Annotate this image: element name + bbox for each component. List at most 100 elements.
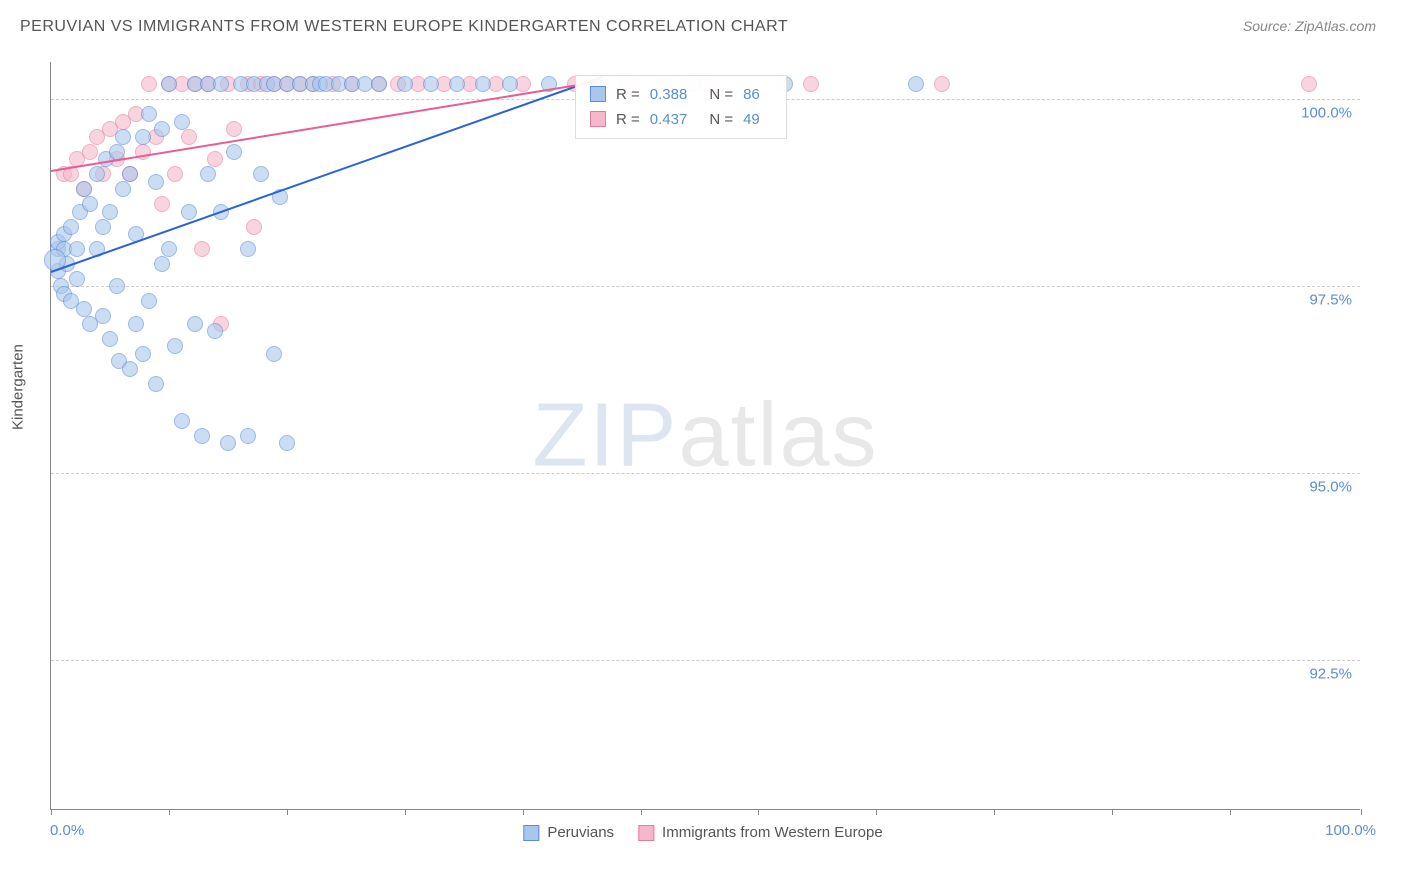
- scatter-point: [148, 174, 164, 190]
- legend-label: Immigrants from Western Europe: [662, 824, 883, 841]
- scatter-point: [266, 346, 282, 362]
- scatter-point: [246, 219, 262, 235]
- scatter-point: [161, 76, 177, 92]
- scatter-point: [371, 76, 387, 92]
- scatter-point: [141, 106, 157, 122]
- x-tick: [1112, 809, 1113, 815]
- swatch-icon: [638, 825, 654, 841]
- scatter-point: [253, 166, 269, 182]
- scatter-point: [167, 166, 183, 182]
- source-attribution: Source: ZipAtlas.com: [1243, 18, 1376, 34]
- swatch-icon: [523, 825, 539, 841]
- scatter-point: [95, 219, 111, 235]
- scatter-point: [174, 114, 190, 130]
- stats-row: R = 0.388 N = 86: [576, 82, 786, 107]
- x-tick: [1230, 809, 1231, 815]
- watermark: ZIPatlas: [532, 384, 878, 487]
- scatter-point: [154, 256, 170, 272]
- watermark-atlas: atlas: [678, 385, 878, 485]
- y-tick-label: 92.5%: [1309, 666, 1352, 683]
- scatter-point: [194, 241, 210, 257]
- scatter-point: [240, 428, 256, 444]
- stats-n-value: 49: [743, 111, 760, 128]
- legend-item-western-europe: Immigrants from Western Europe: [638, 824, 883, 841]
- scatter-point: [69, 271, 85, 287]
- x-tick: [1361, 809, 1362, 815]
- scatter-point: [82, 144, 98, 160]
- scatter-point: [115, 181, 131, 197]
- scatter-point: [200, 166, 216, 182]
- stats-n-label: N =: [709, 86, 733, 103]
- x-tick: [287, 809, 288, 815]
- scatter-point: [207, 151, 223, 167]
- scatter-point: [181, 129, 197, 145]
- gridline: [51, 660, 1360, 661]
- swatch-icon: [590, 86, 606, 102]
- scatter-point: [423, 76, 439, 92]
- scatter-point: [1301, 76, 1317, 92]
- scatter-point: [102, 204, 118, 220]
- scatter-point: [187, 316, 203, 332]
- scatter-point: [122, 166, 138, 182]
- legend-item-peruvians: Peruvians: [523, 824, 614, 841]
- scatter-plot-area: ZIPatlas 92.5% 95.0% 97.5% 100.0% R = 0.388 N …: [50, 62, 1360, 810]
- x-axis-min-label: 0.0%: [50, 822, 84, 839]
- scatter-point: [154, 121, 170, 137]
- gridline: [51, 286, 1360, 287]
- scatter-point: [154, 196, 170, 212]
- scatter-point: [194, 428, 210, 444]
- watermark-zip: ZIP: [532, 385, 678, 485]
- stats-r-value: 0.388: [650, 86, 688, 103]
- x-tick: [169, 809, 170, 815]
- scatter-point: [226, 121, 242, 137]
- x-tick: [994, 809, 995, 815]
- scatter-point: [148, 376, 164, 392]
- stats-r-label: R =: [616, 86, 640, 103]
- scatter-point: [109, 278, 125, 294]
- scatter-point: [128, 316, 144, 332]
- scatter-point: [174, 413, 190, 429]
- x-axis-max-label: 100.0%: [1325, 822, 1376, 839]
- chart-legend: Peruvians Immigrants from Western Europe: [523, 824, 882, 841]
- x-tick: [641, 809, 642, 815]
- x-tick: [523, 809, 524, 815]
- stats-row: R =0.437N =49: [576, 107, 786, 132]
- scatter-point: [76, 181, 92, 197]
- x-tick: [51, 809, 52, 815]
- y-tick-label: 100.0%: [1301, 105, 1352, 122]
- y-tick-label: 97.5%: [1309, 292, 1352, 309]
- stats-n-label: N =: [709, 111, 733, 128]
- scatter-point: [76, 301, 92, 317]
- stats-n-value: 86: [743, 86, 760, 103]
- trend-line: [51, 81, 602, 173]
- scatter-point: [181, 204, 197, 220]
- scatter-point: [141, 293, 157, 309]
- scatter-point: [220, 435, 236, 451]
- scatter-point: [115, 129, 131, 145]
- x-tick: [405, 809, 406, 815]
- correlation-stats-box: R =0.388N =86R =0.437N =49: [575, 75, 787, 139]
- scatter-point: [135, 129, 151, 145]
- scatter-point: [908, 76, 924, 92]
- scatter-point: [141, 76, 157, 92]
- scatter-point: [226, 144, 242, 160]
- chart-header: PERUVIAN VS IMMIGRANTS FROM WESTERN EURO…: [0, 0, 1406, 46]
- scatter-point: [89, 166, 105, 182]
- scatter-point: [95, 308, 111, 324]
- scatter-point: [167, 338, 183, 354]
- scatter-point: [161, 241, 177, 257]
- stats-r-label: R =: [616, 111, 640, 128]
- scatter-point: [449, 76, 465, 92]
- scatter-point: [502, 76, 518, 92]
- x-tick: [876, 809, 877, 815]
- y-tick-label: 95.0%: [1309, 479, 1352, 496]
- x-tick: [758, 809, 759, 815]
- scatter-point: [135, 346, 151, 362]
- swatch-icon: [590, 111, 606, 127]
- gridline: [51, 473, 1360, 474]
- chart-title: PERUVIAN VS IMMIGRANTS FROM WESTERN EURO…: [20, 18, 788, 36]
- scatter-point: [934, 76, 950, 92]
- scatter-point: [240, 241, 256, 257]
- legend-label: Peruvians: [547, 824, 614, 841]
- scatter-point: [213, 76, 229, 92]
